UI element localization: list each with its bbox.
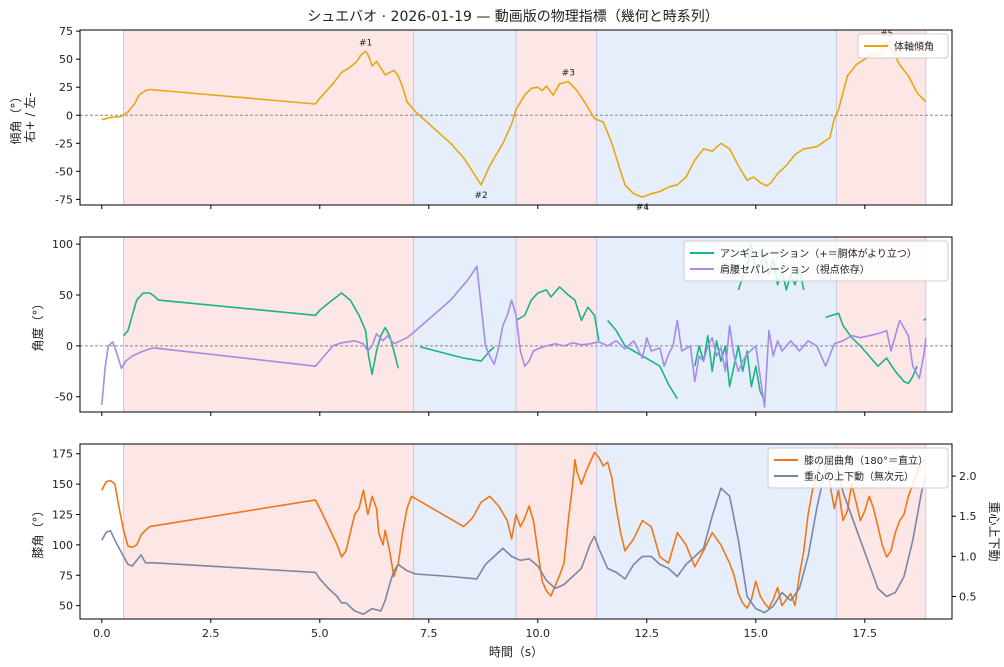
peak-label: #1 [359, 38, 372, 48]
y-tick-label: 50 [59, 600, 73, 613]
x-tick-label: 17.5 [853, 627, 878, 640]
legend-entry: 肩腰セパレーション（視点依存） [720, 263, 870, 276]
y2-tick-label: 1.5 [959, 510, 977, 523]
legend-box [767, 447, 949, 489]
x-tick-label: 2.5 [202, 627, 220, 640]
series-line-1 [825, 312, 918, 385]
y-tick-label: 100 [52, 238, 73, 251]
series-line-1 [419, 346, 495, 362]
y-tick-label: -50 [55, 391, 73, 404]
x-tick-label: 5.0 [311, 627, 329, 640]
y-tick-label: -50 [55, 165, 73, 178]
y-tick-label: 100 [52, 539, 73, 552]
series-line-1 [515, 286, 600, 341]
x-tick-label: 7.5 [420, 627, 438, 640]
legend-box [857, 33, 949, 59]
plot-frame [79, 443, 953, 620]
legend-entry: 膝の屈曲角（180°＝直立） [804, 454, 928, 467]
y2-axis-label: 重心上下動 [987, 501, 1001, 561]
x-tick-label: 15.0 [744, 627, 769, 640]
y-tick-label: -25 [55, 137, 73, 150]
phase-band [516, 237, 597, 412]
series-line-2 [101, 455, 927, 615]
legend-entry: アンギュレーション（+＝胴体がより立つ） [720, 247, 917, 260]
y-axis-label: 角度（°） [30, 297, 45, 351]
series-line-2 [101, 265, 927, 408]
y-axis-label: 膝角（°） [31, 504, 45, 558]
series-line-1 [101, 451, 927, 609]
panel-3: 50 75 100 125 150 175 0.5 1.0 1.5 2.0 0.0 2.5 5.0 7.5… [31, 443, 1001, 640]
y-axis-label: 右+ / 左- [22, 92, 37, 142]
y-tick-label: 125 [52, 508, 73, 521]
phase-band [516, 444, 597, 619]
peak-label: #3 [562, 69, 575, 79]
legend: 膝の屈曲角（180°＝直立） 重心の上下動（無次元） [767, 447, 949, 489]
series-line-1 [122, 292, 400, 376]
x-tick-label: 0.0 [93, 627, 111, 640]
y-tick-label: 50 [59, 53, 73, 66]
y-tick-label: 0 [66, 340, 73, 353]
phase-band [413, 30, 516, 205]
x-tick-label: 12.5 [635, 627, 660, 640]
series-line-1 [923, 317, 927, 321]
phase-band [413, 444, 516, 619]
phase-band [123, 237, 414, 412]
y-tick-label: -75 [55, 193, 73, 206]
legend-entry: 体軸傾角 [894, 40, 934, 53]
legend: 体軸傾角 [857, 33, 949, 59]
y-tick-label: 150 [52, 478, 73, 491]
y-tick-label: 0 [66, 109, 73, 122]
phase-band [836, 30, 926, 205]
legend-entry: 重心の上下動（無次元） [804, 470, 914, 483]
y-axis-label: 傾角（°） [9, 90, 23, 144]
phase-band [413, 237, 516, 412]
phase-band [123, 30, 414, 205]
phase-band [123, 444, 414, 619]
y2-tick-label: 2.0 [959, 470, 977, 483]
chart-title: シュエバオ · 2026-01-19 — 動画版の物理指標（幾何と時系列） [307, 9, 719, 25]
x-tick-label: 10.0 [526, 627, 551, 640]
series-line-1 [101, 41, 927, 198]
panel-2: -50 0 50 100 角度（°） アンギュレーション（+＝胴体がより立つ） 肩腰セパレー… [30, 236, 953, 416]
y-tick-label: 25 [59, 81, 73, 94]
legend-box [683, 240, 949, 282]
y2-tick-label: 0.5 [959, 591, 977, 604]
x-axis-label: 時間（s） [489, 645, 543, 659]
y-tick-label: 50 [59, 289, 73, 302]
peak-label: #4 [636, 203, 650, 213]
y-tick-label: 75 [59, 25, 73, 38]
phase-band [516, 30, 597, 205]
plot-frame [79, 236, 953, 413]
legend: アンギュレーション（+＝胴体がより立つ） 肩腰セパレーション（視点依存） [683, 240, 949, 282]
y2-tick-label: 1.0 [959, 550, 977, 563]
series-line-1 [694, 334, 766, 401]
y-tick-label: 175 [52, 448, 73, 461]
peak-label: #2 [474, 191, 487, 201]
phase-band [596, 30, 837, 205]
y-tick-label: 75 [59, 569, 73, 582]
plot-frame [79, 29, 953, 206]
